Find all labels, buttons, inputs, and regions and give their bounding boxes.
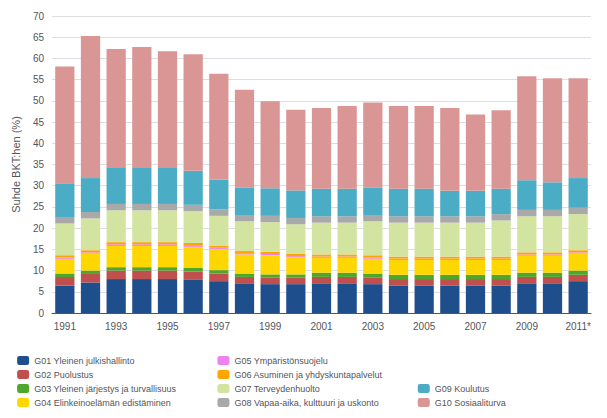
svg-text:2005: 2005 [413, 321, 436, 332]
svg-text:35: 35 [33, 159, 45, 170]
svg-text:2007: 2007 [464, 321, 487, 332]
svg-text:55: 55 [33, 74, 45, 85]
svg-text:45: 45 [33, 117, 45, 128]
svg-text:50: 50 [33, 95, 45, 106]
svg-text:1999: 1999 [259, 321, 282, 332]
svg-text:1997: 1997 [208, 321, 231, 332]
svg-text:15: 15 [33, 244, 45, 255]
svg-text:60: 60 [33, 53, 45, 64]
svg-text:0: 0 [38, 308, 44, 319]
svg-text:2001: 2001 [310, 321, 333, 332]
svg-text:Suhde BKT:hen (%): Suhde BKT:hen (%) [10, 116, 22, 213]
svg-text:G09 Koulutus: G09 Koulutus [435, 384, 490, 394]
svg-text:1993: 1993 [105, 321, 128, 332]
svg-text:2003: 2003 [362, 321, 385, 332]
svg-text:65: 65 [33, 32, 45, 43]
svg-text:30: 30 [33, 180, 45, 191]
svg-text:10: 10 [33, 265, 45, 276]
svg-text:G10 Sosiaaliturva: G10 Sosiaaliturva [435, 398, 506, 408]
svg-text:G06 Asuminen ja yhdyskuntapalv: G06 Asuminen ja yhdyskuntapalvelut [234, 370, 382, 380]
svg-text:25: 25 [33, 201, 45, 212]
svg-text:G04 Elinkeinoelämän edistämine: G04 Elinkeinoelämän edistäminen [34, 398, 171, 408]
svg-text:40: 40 [33, 138, 45, 149]
svg-text:G01 Yleinen julkishallinto: G01 Yleinen julkishallinto [34, 356, 134, 366]
svg-text:G05 Ympäristönsuojelu: G05 Ympäristönsuojelu [234, 356, 327, 366]
svg-text:5: 5 [38, 286, 44, 297]
svg-text:20: 20 [33, 223, 45, 234]
svg-text:1991: 1991 [54, 321, 77, 332]
svg-text:2011*: 2011* [565, 321, 591, 332]
svg-text:G08 Vapaa-aika, kulttuuri ja u: G08 Vapaa-aika, kulttuuri ja uskonto [234, 398, 378, 408]
svg-text:2009: 2009 [516, 321, 539, 332]
svg-text:G07 Terveydenhuolto: G07 Terveydenhuolto [234, 384, 319, 394]
svg-text:G03 Yleinen järjestys ja turva: G03 Yleinen järjestys ja turvallisuus [34, 384, 176, 394]
svg-text:G02 Puolustus: G02 Puolustus [34, 370, 94, 380]
svg-text:1995: 1995 [156, 321, 179, 332]
svg-text:70: 70 [33, 11, 45, 22]
